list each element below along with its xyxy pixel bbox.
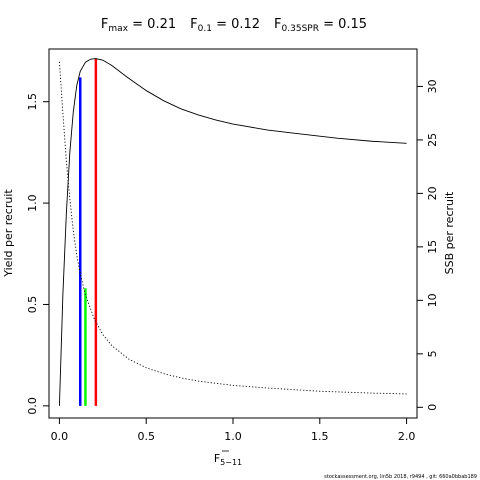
- series-ssb-per-recruit: [58, 61, 407, 395]
- title-f35-sub: 0.35SPR: [282, 24, 319, 34]
- x-tick-label: 1.5: [311, 430, 329, 443]
- series-group: [58, 58, 407, 406]
- y-tick-label-right: 25: [426, 133, 439, 147]
- y-tick-label-right: 15: [426, 240, 439, 254]
- y-tick-label-right: 20: [426, 186, 439, 200]
- x-tick-label: 0.5: [137, 430, 155, 443]
- y-axis-left: 0.0 0.5 1.0 1.5: [26, 93, 49, 415]
- plot-frame: [48, 48, 418, 419]
- reference-lines: [78, 58, 98, 406]
- y-tick-label-right: 5: [426, 350, 439, 357]
- y-tick-label-left: 0.0: [26, 397, 39, 415]
- y-tick-label-right: 10: [426, 293, 439, 307]
- y-tick-label-left: 1.0: [26, 194, 39, 212]
- y-tick-label-right: 30: [426, 79, 439, 93]
- y-tick-label-left: 0.5: [26, 296, 39, 314]
- series-yield-per-recruit: [58, 58, 407, 406]
- title-f35-value: = 0.15: [319, 17, 367, 32]
- x-tick-label: 1.0: [224, 430, 242, 443]
- y-tick-label-left: 1.5: [26, 93, 39, 111]
- x-axis-label-main: F: [214, 452, 220, 465]
- footer-text: stockassessment.org, lin5b 2018, r9494 ,…: [324, 474, 477, 480]
- title-fmax-label: F: [101, 17, 108, 32]
- title-f01-sub: 0.1: [198, 24, 212, 34]
- chart-title: Fmax = 0.21 F0.1 = 0.12 F0.35SPR = 0.15: [101, 17, 367, 34]
- x-axis: 0.0 0.5 1.0 1.5 2.0: [51, 418, 416, 443]
- x-tick-label: 0.0: [51, 430, 69, 443]
- x-axis-label: F5−11: [214, 450, 242, 467]
- title-f35-label: F: [274, 17, 281, 32]
- y-axis-label-left: Yield per recruit: [2, 189, 15, 278]
- title-f01-label: F: [190, 17, 197, 32]
- title-f01-value: = 0.12: [212, 17, 260, 32]
- x-tick-label: 2.0: [398, 430, 416, 443]
- title-fmax-value: = 0.21: [128, 17, 176, 32]
- y-tick-label-right: 0: [426, 404, 439, 411]
- title-fmax-sub: max: [108, 24, 128, 34]
- x-axis-label-sub: 5−11: [220, 458, 242, 467]
- y-axis-label-right: SSB per recruit: [443, 191, 456, 274]
- svg-text:F5−11: F5−11: [214, 452, 242, 467]
- y-axis-right: 0 5 10 15 20 25 30: [417, 79, 439, 411]
